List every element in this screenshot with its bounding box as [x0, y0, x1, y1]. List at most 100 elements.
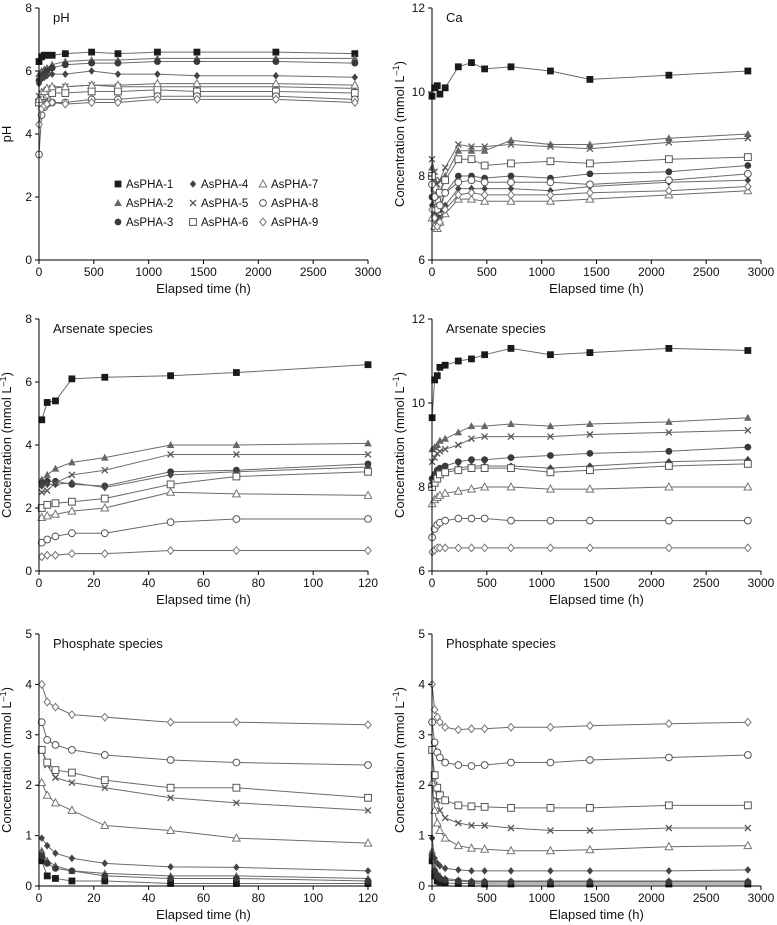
- x-tick-label: 2000: [638, 891, 665, 905]
- data-point-aspha-1: [167, 372, 174, 380]
- data-point-aspha-1: [167, 880, 174, 887]
- data-point-aspha-4: [233, 467, 240, 476]
- data-point-aspha-7: [435, 825, 445, 835]
- data-point-aspha-6: [114, 87, 122, 96]
- series-line-aspha-4: [41, 466, 369, 489]
- data-point-aspha-7: [100, 820, 110, 830]
- data-point-aspha-1: [101, 877, 109, 885]
- data-point-aspha-4: [52, 480, 59, 489]
- x-tick-label: 2000: [638, 265, 665, 279]
- series-aspha-6: [428, 746, 752, 812]
- data-point-aspha-1: [744, 67, 752, 75]
- data-point-aspha-8: [100, 751, 109, 759]
- series-aspha-7: [37, 487, 373, 521]
- data-point-aspha-9: [507, 722, 515, 732]
- data-point-aspha-7: [363, 490, 373, 499]
- x-tick-label: 0: [429, 891, 436, 905]
- data-point-aspha-4: [481, 867, 488, 875]
- data-point-aspha-7: [545, 196, 556, 205]
- series-line-aspha-2: [41, 442, 369, 481]
- data-point-aspha-8: [232, 758, 241, 767]
- series-aspha-7: [34, 78, 360, 103]
- y-axis-label-text: pH: [0, 126, 14, 143]
- data-point-aspha-8: [100, 529, 109, 538]
- data-point-aspha-9: [51, 550, 60, 560]
- data-point-aspha-4: [364, 463, 372, 471]
- data-point-aspha-4: [154, 70, 161, 78]
- data-point-aspha-2: [101, 453, 109, 461]
- data-point-aspha-1: [154, 48, 161, 56]
- data-point-aspha-8: [467, 514, 476, 523]
- data-point-aspha-4: [468, 867, 475, 875]
- y-axis-label: pH: [0, 126, 14, 143]
- data-point-aspha-1: [68, 375, 76, 383]
- data-point-aspha-7: [231, 488, 242, 498]
- data-point-aspha-4: [38, 75, 45, 83]
- data-point-aspha-1: [665, 71, 673, 79]
- data-point-aspha-9: [743, 181, 752, 192]
- data-point-aspha-3: [665, 878, 673, 886]
- series-aspha-9: [37, 679, 372, 730]
- x-tick-label: 80: [252, 891, 266, 905]
- data-point-aspha-9: [51, 702, 60, 712]
- series-aspha-1: [428, 345, 752, 422]
- data-point-aspha-5: [481, 143, 489, 151]
- data-point-aspha-4: [507, 867, 515, 875]
- data-point-aspha-2: [744, 413, 752, 421]
- data-point-aspha-8: [586, 180, 594, 189]
- data-point-aspha-9: [193, 94, 201, 104]
- data-point-aspha-6: [166, 480, 175, 489]
- data-point-aspha-3: [665, 447, 673, 455]
- y-axis-label-text: Concentration (mmol L: [0, 386, 14, 518]
- series-aspha-8: [37, 718, 372, 769]
- series-line-aspha-1: [41, 364, 369, 420]
- y-axis-label-close: ): [392, 372, 407, 376]
- legend-item-aspha-8: AsPHA-8: [259, 198, 318, 210]
- data-point-aspha-1: [193, 48, 201, 56]
- data-point-aspha-4: [38, 482, 45, 490]
- data-point-aspha-3: [441, 876, 449, 884]
- data-point-aspha-9: [166, 717, 175, 727]
- data-point-aspha-4: [48, 70, 56, 78]
- data-point-aspha-6: [100, 494, 109, 503]
- y-tick-label: 8: [418, 169, 425, 183]
- y-tick-label: 0: [25, 564, 32, 578]
- data-point-aspha-8: [441, 758, 450, 767]
- data-point-aspha-7: [165, 825, 176, 835]
- data-point-aspha-5: [744, 426, 752, 434]
- data-point-aspha-7: [113, 80, 123, 89]
- panel-3-arsenate-species: 0 20 40 60 80 100 120 0 2 4 6 8 Arsenate species Elap…: [0, 312, 378, 607]
- data-point-aspha-5: [665, 138, 673, 146]
- data-point-aspha-4: [586, 462, 594, 470]
- data-point-aspha-5: [441, 164, 449, 172]
- data-point-aspha-6: [364, 793, 372, 802]
- data-point-aspha-6: [153, 86, 162, 94]
- data-point-aspha-6: [507, 464, 515, 473]
- data-point-aspha-3: [665, 168, 673, 176]
- y-axis-label-superscript: –1: [391, 376, 401, 386]
- data-point-aspha-9: [48, 97, 57, 108]
- y-axis-label-close: ): [0, 687, 14, 691]
- series-line-aspha-4: [431, 838, 748, 872]
- series-aspha-4: [38, 834, 372, 875]
- series-aspha-3: [38, 852, 372, 885]
- y-axis-label: Concentration (mmol L–1): [391, 61, 407, 207]
- data-point-aspha-1: [233, 880, 240, 887]
- data-point-aspha-5: [101, 466, 109, 474]
- data-point-aspha-2: [433, 441, 442, 448]
- data-point-aspha-3: [43, 859, 51, 867]
- data-point-aspha-7: [350, 80, 360, 89]
- legend-item-aspha-1: AsPHA-1: [114, 179, 173, 191]
- data-point-aspha-6: [546, 157, 555, 166]
- data-point-aspha-9: [232, 717, 241, 727]
- data-point-aspha-6: [454, 466, 463, 475]
- y-tick-label: 4: [25, 127, 32, 141]
- data-point-aspha-1: [665, 345, 673, 352]
- data-point-aspha-4: [455, 866, 462, 874]
- data-point-aspha-9: [586, 543, 594, 553]
- data-point-aspha-6: [546, 468, 555, 477]
- data-point-aspha-4: [431, 854, 438, 863]
- data-point-aspha-6: [743, 460, 752, 468]
- data-point-aspha-7: [453, 840, 463, 850]
- data-point-aspha-2: [665, 134, 673, 142]
